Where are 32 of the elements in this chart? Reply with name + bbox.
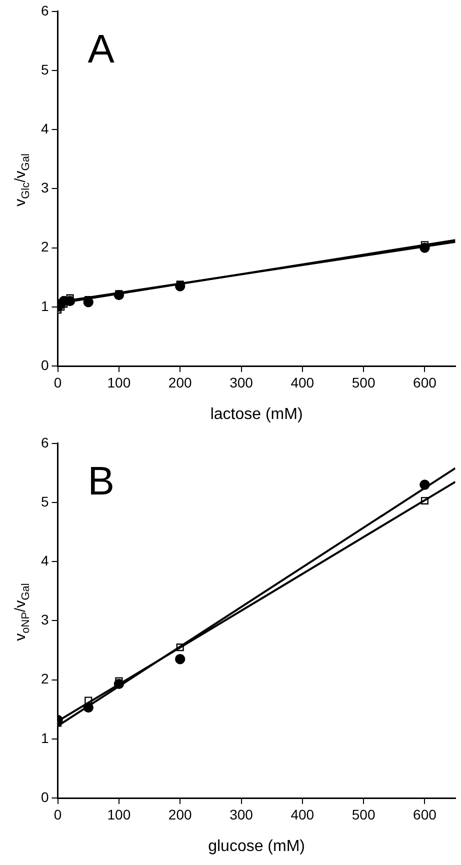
- y-tick-label: 4: [40, 120, 49, 136]
- x-tick-label: 500: [352, 374, 376, 390]
- y-tick-label: 3: [40, 180, 49, 196]
- x-tick-label: 0: [54, 374, 62, 390]
- y-tick-label: 1: [40, 730, 49, 746]
- x-tick-label: 600: [413, 806, 437, 822]
- x-tick-label: 500: [352, 806, 376, 822]
- y-tick-label: 5: [40, 61, 49, 78]
- y-tick-label: 3: [40, 612, 49, 628]
- x-tick-label: 600: [413, 374, 437, 390]
- y-tick-label: 0: [40, 356, 49, 373]
- x-tick-label: 300: [230, 374, 254, 390]
- y-tick-label: 5: [40, 493, 49, 510]
- x-tick-label: 400: [290, 806, 314, 822]
- y-tick-label: 4: [40, 552, 49, 568]
- x-tick-label: 100: [107, 806, 131, 822]
- x-tick-label: 300: [230, 806, 254, 822]
- y-tick-label: 1: [40, 298, 49, 314]
- annotation: A: [88, 27, 115, 72]
- x-tick-label: 0: [54, 806, 62, 822]
- y-tick-label: 6: [40, 2, 49, 18]
- x-axis-title: glucose (mM): [208, 838, 305, 855]
- x-axis-title: lactose (mM): [210, 406, 303, 423]
- y-tick-label: 6: [40, 434, 49, 450]
- y-tick-label: 2: [40, 670, 49, 687]
- annotation: B: [88, 459, 114, 504]
- y-tick-label: 2: [40, 238, 49, 255]
- x-tick-label: 400: [290, 374, 314, 390]
- y-tick-label: 0: [40, 788, 49, 805]
- x-tick-label: 100: [107, 374, 131, 390]
- x-tick-label: 200: [168, 374, 192, 390]
- x-tick-label: 200: [168, 806, 192, 822]
